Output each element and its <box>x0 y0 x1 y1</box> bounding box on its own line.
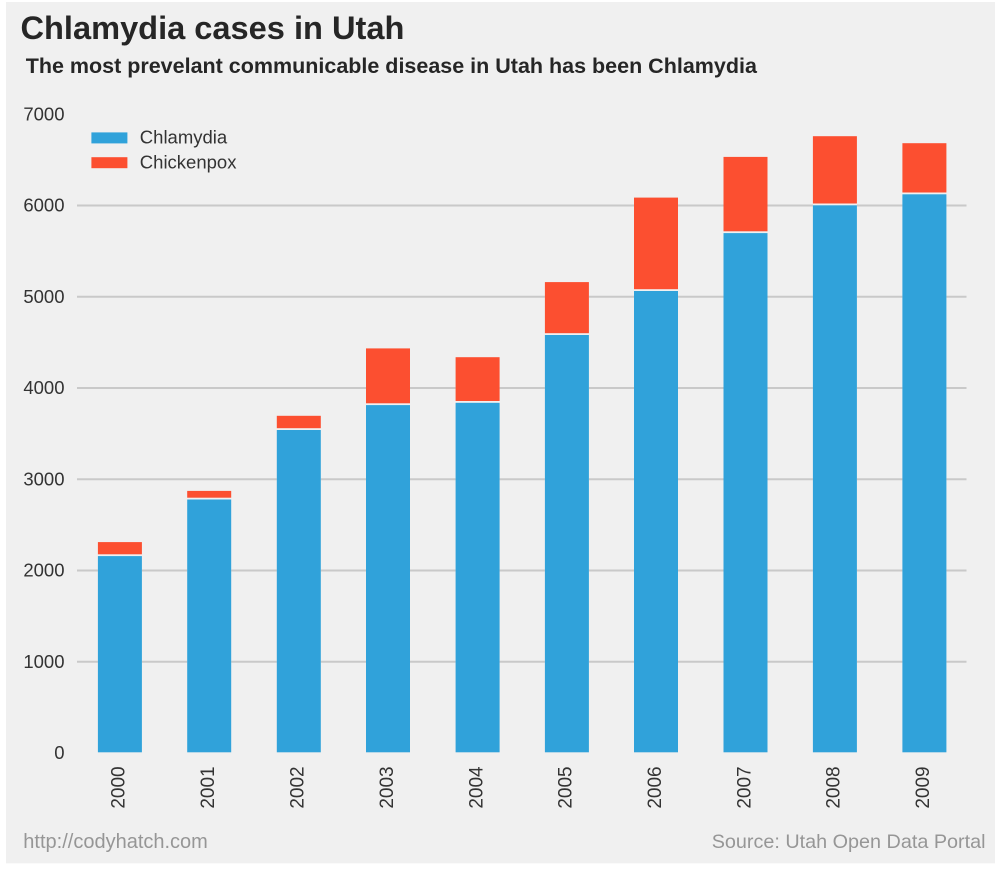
svg-text:0: 0 <box>54 742 64 763</box>
svg-text:http://codyhatch.com: http://codyhatch.com <box>23 831 208 853</box>
svg-text:Chickenpox: Chickenpox <box>140 151 237 172</box>
svg-text:Chlamydia: Chlamydia <box>140 127 228 148</box>
svg-text:1000: 1000 <box>23 651 64 672</box>
svg-text:2008: 2008 <box>824 766 845 808</box>
svg-text:2000: 2000 <box>23 560 64 581</box>
svg-text:4000: 4000 <box>23 377 64 398</box>
svg-text:2002: 2002 <box>288 766 309 808</box>
svg-text:2005: 2005 <box>556 766 577 808</box>
svg-text:Chlamydia cases in Utah: Chlamydia cases in Utah <box>21 9 405 46</box>
svg-text:Source: Utah Open Data Portal: Source: Utah Open Data Portal <box>712 831 986 853</box>
svg-text:7000: 7000 <box>23 103 64 124</box>
svg-text:5000: 5000 <box>23 286 64 307</box>
svg-text:The most prevelant communicabl: The most prevelant communicable disease … <box>26 54 758 78</box>
svg-text:6000: 6000 <box>23 195 64 216</box>
svg-text:2000: 2000 <box>109 766 130 808</box>
svg-text:2001: 2001 <box>198 766 219 808</box>
svg-text:2004: 2004 <box>466 766 487 809</box>
svg-text:3000: 3000 <box>23 468 64 489</box>
svg-text:2009: 2009 <box>913 766 934 808</box>
svg-text:2003: 2003 <box>377 766 398 808</box>
svg-text:2006: 2006 <box>645 766 666 808</box>
svg-text:2007: 2007 <box>734 766 755 808</box>
